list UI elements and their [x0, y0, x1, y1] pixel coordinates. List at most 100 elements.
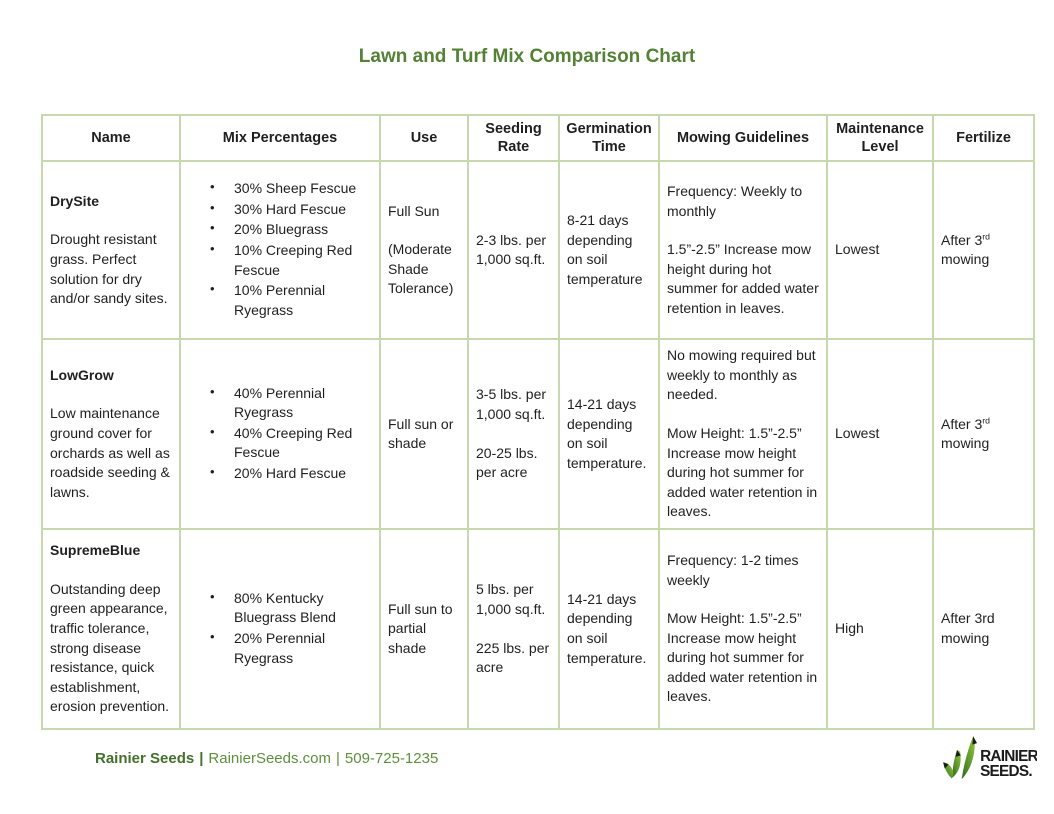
footer-brand: Rainier Seeds: [95, 750, 195, 767]
cell-fertilize: After 3rd mowing: [932, 528, 1035, 730]
mix-item-label: 20% Perennial Ryegrass: [234, 630, 326, 666]
use-text: Full sun to partial shade: [388, 600, 453, 656]
cell-use: Full sun or shade: [379, 338, 469, 530]
bullet-icon: •: [210, 383, 215, 399]
fertilize-text: After 3rd mowing: [941, 609, 1026, 648]
cell-use: Full sun to partial shade: [379, 528, 469, 730]
germination-text: 14-21 days depending on soil temperature…: [567, 395, 647, 471]
cell-germination-time: 8-21 days depending on soil temperature: [558, 160, 660, 341]
footer-separator: |: [199, 750, 204, 767]
cell-name: SupremeBlue Outstanding deep green appea…: [41, 528, 181, 730]
list-item: • 30% Sheep Fescue: [210, 179, 372, 199]
seeding-rate-text: 5 lbs. per 1,000 sq.ft.: [476, 581, 546, 617]
fertilize-ordinal: rd: [982, 414, 990, 425]
cell-mowing-guidelines: Frequency: 1-2 times weekly Mow Height: …: [658, 528, 828, 730]
column-header-fertilize: Fertilize: [932, 113, 1035, 163]
bullet-icon: •: [210, 464, 215, 480]
cell-maintenance-level: High: [826, 528, 934, 730]
cell-fertilize: After 3rd mowing: [932, 160, 1035, 341]
use-text: Full Sun: [388, 202, 440, 219]
cell-mowing-guidelines: Frequency: Weekly to monthly 1.5”-2.5” I…: [658, 160, 828, 341]
fertilize-prefix: After 3: [941, 231, 983, 248]
cell-seeding-rate: 5 lbs. per 1,000 sq.ft. 225 lbs. per acr…: [467, 528, 560, 730]
cell-germination-time: 14-21 days depending on soil temperature…: [558, 338, 660, 530]
cell-germination-time: 14-21 days depending on soil temperature…: [558, 528, 660, 730]
page-footer: Rainier Seeds | RainierSeeds.com | 509-725-1…: [0, 728, 1054, 798]
fertilize-suffix: mowing: [941, 630, 990, 646]
list-item: • 40% Perennial Ryegrass: [210, 384, 372, 423]
svg-text:RAINIER: RAINIER: [980, 748, 1037, 765]
mix-item-label: 30% Sheep Fescue: [234, 180, 357, 197]
footer-phone: 509-725-1235: [344, 750, 439, 767]
footer-website: RainierSeeds.com: [208, 750, 331, 767]
bullet-icon: •: [210, 179, 215, 195]
product-name: DrySite: [50, 192, 100, 209]
fertilize-prefix: After 3: [941, 415, 983, 432]
mix-item-label: 20% Bluegrass: [234, 221, 329, 238]
seeding-rate-text: 225 lbs. per acre: [476, 639, 550, 676]
fertilize-suffix: mowing: [941, 251, 990, 268]
fertilize-text: After 3rd mowing: [941, 231, 1026, 270]
table-row-drysite: DrySite Drought resistant grass. Perfect…: [41, 160, 1035, 341]
column-header-use: Use: [379, 113, 469, 163]
fertilize-prefix: After 3rd: [941, 610, 995, 627]
bullet-icon: •: [210, 199, 215, 215]
cell-mix-percentages: • 30% Sheep Fescue • 30% Hard Fescue • 20% …: [179, 160, 381, 341]
column-header-mowing-guidelines: Mowing Guidelines: [658, 113, 828, 163]
cell-use: Full Sun (Moderate Shade Tolerance): [379, 160, 469, 341]
seeding-rate-text: 20-25 lbs. per acre: [476, 444, 538, 481]
column-header-seeding-rate: Seeding Rate: [467, 113, 560, 163]
fertilize-text: After 3rd mowing: [941, 415, 1026, 454]
mowing-text: Mow Height: 1.5”-2.5” Increase mow heigh…: [667, 425, 818, 520]
maintenance-text: High: [835, 620, 864, 637]
mix-list: • 80% Kentucky Bluegrass Blend • 20% Peren…: [188, 589, 372, 668]
product-description: Drought resistant grass. Perfect solutio…: [50, 231, 168, 307]
use-text: Full sun or shade: [388, 415, 454, 452]
footer-contact: Rainier Seeds | RainierSeeds.com | 509-725-1…: [95, 750, 438, 767]
list-item: • 40% Creeping Red Fescue: [210, 424, 372, 463]
cell-name: LowGrow Low maintenance ground cover for…: [41, 338, 181, 530]
cell-mowing-guidelines: No mowing required but weekly to monthly…: [658, 338, 828, 530]
table-row-lowgrow: LowGrow Low maintenance ground cover for…: [41, 338, 1035, 530]
bullet-icon: •: [210, 423, 215, 439]
cell-fertilize: After 3rd mowing: [932, 338, 1035, 530]
fertilize-ordinal: rd: [982, 231, 990, 241]
mix-item-label: 80% Kentucky Bluegrass Blend: [234, 589, 336, 626]
list-item: • 80% Kentucky Bluegrass Blend: [210, 589, 372, 628]
maintenance-text: Lowest: [835, 241, 880, 258]
seeding-rate-text: 2-3 lbs. per 1,000 sq.ft.: [476, 231, 547, 268]
column-header-maintenance-level: Maintenance Level: [826, 113, 934, 163]
cell-mix-percentages: • 80% Kentucky Bluegrass Blend • 20% Peren…: [179, 528, 381, 730]
mix-item-label: 40% Creeping Red Fescue: [234, 424, 353, 461]
bullet-icon: •: [210, 629, 215, 644]
mix-item-label: 10% Creeping Red Fescue: [234, 241, 353, 278]
table-row-supremeblue: SupremeBlue Outstanding deep green appea…: [41, 528, 1035, 730]
column-header-mix-percentages: Mix Percentages: [179, 113, 381, 163]
seeding-rate-text: 3-5 lbs. per 1,000 sq.ft.: [476, 386, 547, 423]
product-name: SupremeBlue: [50, 542, 141, 559]
list-item: • 30% Hard Fescue: [210, 200, 372, 220]
cell-name: DrySite Drought resistant grass. Perfect…: [41, 160, 181, 341]
svg-text:SEEDS.: SEEDS.: [980, 763, 1032, 780]
rainier-seeds-logo: RAINIER SEEDS.: [937, 728, 1037, 792]
header-row: Name Mix Percentages Use Seeding Rate Ge…: [41, 113, 1035, 163]
product-name: LowGrow: [50, 366, 114, 383]
mix-item-label: 30% Hard Fescue: [234, 200, 347, 217]
mowing-text: No mowing required but weekly to monthly…: [667, 347, 816, 403]
bullet-icon: •: [210, 588, 215, 604]
mowing-text: 1.5”-2.5” Increase mow height during hot…: [667, 241, 819, 316]
product-description: Low maintenance ground cover for orchard…: [50, 405, 170, 500]
use-text: (Moderate Shade Tolerance): [388, 241, 454, 297]
list-item: • 20% Hard Fescue: [210, 464, 372, 484]
list-item: • 20% Bluegrass: [210, 220, 372, 240]
cell-maintenance-level: Lowest: [826, 338, 934, 530]
germination-text: 14-21 days depending on soil temperature…: [567, 590, 647, 666]
mowing-text: Frequency: 1-2 times weekly: [667, 551, 799, 588]
mowing-text: Frequency: Weekly to monthly: [667, 182, 803, 219]
grass-blades-icon: RAINIER SEEDS.: [943, 736, 1037, 780]
fertilize-suffix: mowing: [941, 435, 990, 452]
mix-list: • 30% Sheep Fescue • 30% Hard Fescue • 20% …: [188, 179, 372, 320]
page-title: Lawn and Turf Mix Comparison Chart: [358, 46, 696, 67]
column-header-name: Name: [41, 113, 181, 163]
